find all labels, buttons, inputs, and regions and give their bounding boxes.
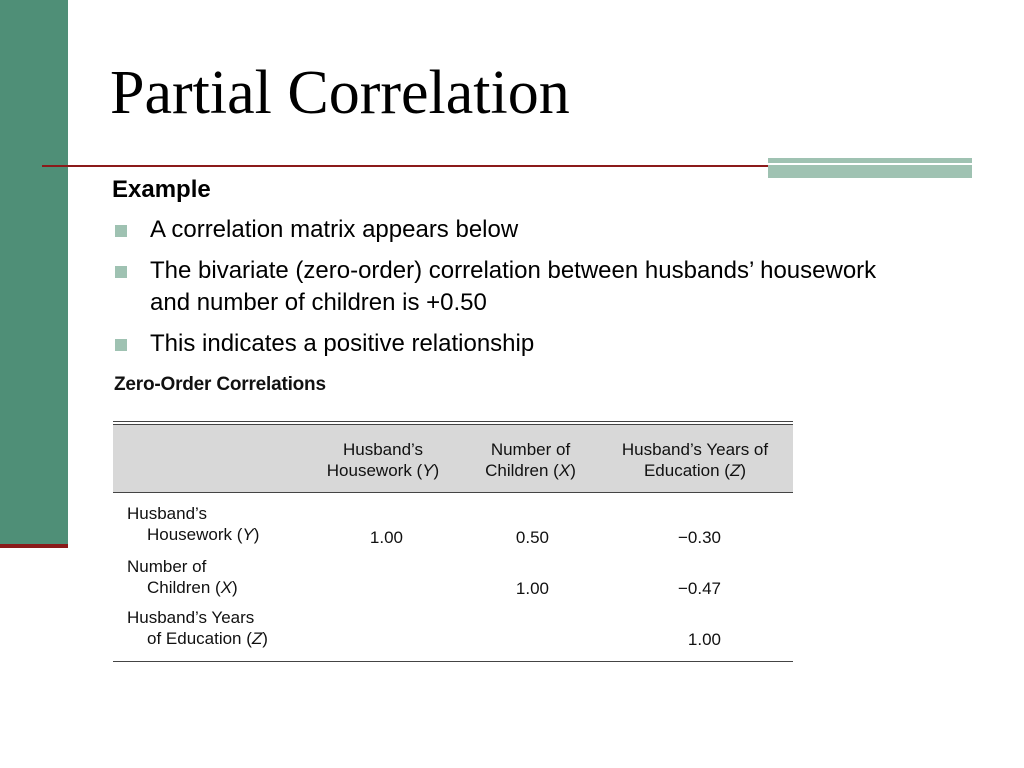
column-header-education: Husband’s Years of Education (Z) [621, 440, 769, 480]
table-cell: −0.30 [677, 528, 721, 547]
table-header-background [113, 425, 793, 492]
correlation-table: Husband’s Housework (Y) Number of Childr… [113, 421, 793, 664]
bullet-text: The bivariate (zero-order) correlation b… [150, 257, 877, 316]
slide-body: Example A correlation matrix appears bel… [112, 176, 912, 369]
row-label-education: Husband’s Years of Education (Z) [127, 608, 268, 648]
slide-title: Partial Correlation [110, 59, 570, 127]
square-bullet-icon [115, 266, 127, 278]
accent-stripes [768, 158, 972, 178]
bullet-item: A correlation matrix appears below [112, 214, 912, 246]
table-top-rule [113, 421, 793, 422]
table-title: Zero-Order Correlations [114, 374, 326, 395]
table-cell: −0.47 [677, 579, 721, 598]
column-header-housework: Husband’s Housework (Y) [326, 440, 440, 480]
table-cell: 1.00 [687, 630, 721, 649]
column-header-children: Number of Children (X) [485, 440, 576, 480]
table-header-rule [113, 492, 793, 493]
table-cell: 0.50 [515, 528, 549, 547]
table-bottom-rule [113, 661, 793, 662]
title-divider [42, 165, 972, 167]
section-heading: Example [112, 176, 211, 203]
bullet-text: A correlation matrix appears below [150, 216, 519, 243]
bullet-item: This indicates a positive relationship [112, 328, 912, 360]
table-cell: 1.00 [369, 528, 403, 547]
table-top-rule [113, 424, 793, 425]
row-label-children: Number of Children (X) [127, 557, 238, 597]
square-bullet-icon [115, 225, 127, 237]
bullet-item: The bivariate (zero-order) correlation b… [112, 255, 912, 319]
decorative-sidebar [0, 0, 68, 544]
sidebar-underline [0, 544, 68, 548]
square-bullet-icon [115, 339, 127, 351]
table-cell: 1.00 [515, 579, 549, 598]
bullet-text: This indicates a positive relationship [150, 330, 535, 357]
row-label-housework: Husband’s Housework (Y) [127, 504, 260, 544]
